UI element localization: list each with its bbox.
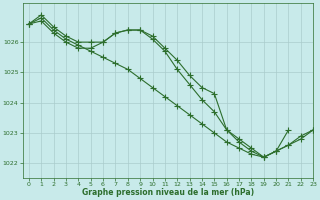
X-axis label: Graphe pression niveau de la mer (hPa): Graphe pression niveau de la mer (hPa) (82, 188, 254, 197)
